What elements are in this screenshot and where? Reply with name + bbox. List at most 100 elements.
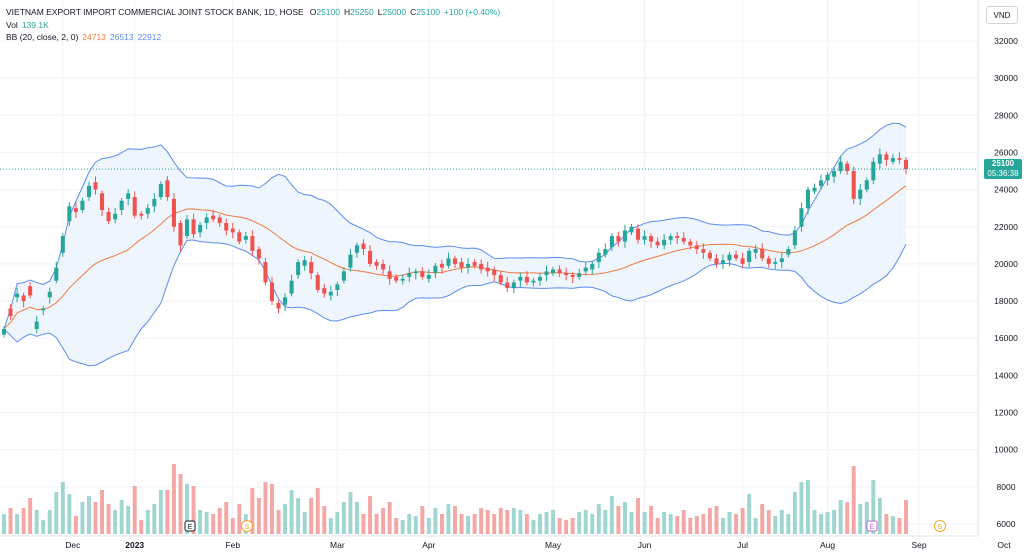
volume-bar <box>328 518 333 534</box>
volume-bar <box>701 514 706 534</box>
legend-bb-row[interactable]: BB (20, close, 2, 0) 24713 26513 22912 <box>6 32 161 42</box>
candle-body <box>832 171 837 177</box>
volume-bar <box>126 506 131 534</box>
volume-bar <box>721 518 725 534</box>
volume-bar <box>106 504 111 534</box>
candle-body <box>557 269 562 274</box>
volume-bar <box>616 506 621 534</box>
candle-body <box>178 223 183 246</box>
candle-body <box>269 282 275 302</box>
currency-button[interactable]: VND <box>986 6 1018 24</box>
volume-bar <box>583 510 588 534</box>
candle-body <box>47 291 52 298</box>
volume-bar <box>309 498 314 534</box>
volume-bar <box>263 482 268 534</box>
event-letter: S <box>938 524 943 531</box>
x-tick-label: Oct <box>997 540 1011 550</box>
volume-bar <box>479 508 484 534</box>
candle-body <box>387 271 392 279</box>
candle-body <box>511 282 516 289</box>
volume-bar <box>289 490 294 534</box>
candle-body <box>400 278 405 281</box>
candle-body <box>819 180 824 186</box>
volume-bar <box>864 502 869 534</box>
candle-body <box>276 302 281 309</box>
candle-body <box>348 254 353 268</box>
volume-bar <box>165 490 170 534</box>
legend-volume-row[interactable]: Vol 139.1K <box>6 20 49 30</box>
volume-bar <box>766 510 771 534</box>
x-tick-label: 2023 <box>125 540 144 550</box>
candle-body <box>420 271 425 277</box>
volume-bar <box>34 510 39 534</box>
candle-body <box>426 275 431 279</box>
candle-body <box>472 262 477 266</box>
volume-bar <box>531 520 536 534</box>
close-value: 25100 <box>416 7 440 17</box>
volume-bar <box>786 514 791 534</box>
candle-body <box>838 161 843 172</box>
volume-bar <box>407 514 412 534</box>
candle-body <box>740 258 745 264</box>
y-tick-label: 16000 <box>994 333 1018 343</box>
volume-bar <box>805 480 810 534</box>
volume-bar <box>361 514 366 534</box>
x-tick-label: May <box>545 540 562 550</box>
candle-body <box>786 249 791 255</box>
candle-body <box>374 262 379 266</box>
candle-body <box>60 236 65 253</box>
volume-bar <box>675 516 680 534</box>
candle-body <box>139 213 144 216</box>
volume-value: 139.1K <box>21 20 49 30</box>
candle-body <box>302 260 307 266</box>
candle-body <box>335 284 340 290</box>
volume-bar <box>139 520 144 534</box>
volume-bar <box>335 512 340 534</box>
candle-body <box>191 219 196 235</box>
volume-bar <box>570 518 575 534</box>
candle-body <box>152 198 157 207</box>
candle-body <box>714 258 719 264</box>
volume-bar <box>792 492 797 534</box>
volume-bar <box>185 484 189 534</box>
candle-body <box>452 258 458 264</box>
earnings-icon <box>866 520 878 532</box>
volume-bar <box>87 496 91 534</box>
candle-body <box>113 213 118 220</box>
volume-bar <box>524 514 529 534</box>
candle-body <box>106 211 111 222</box>
volume-bar <box>420 506 425 534</box>
volume-bar <box>707 508 712 534</box>
volume-bar <box>760 504 765 534</box>
candle-body <box>537 276 542 281</box>
bb-lower-value: 22912 <box>137 32 162 42</box>
legend-symbol-row: VIETNAM EXPORT IMPORT COMMERCIAL JOINT S… <box>6 7 500 17</box>
volume-bar <box>354 502 359 534</box>
candle-body <box>877 154 882 164</box>
volume-bar <box>237 504 242 534</box>
bb-basis-value: 24713 <box>82 32 106 42</box>
candle-body <box>518 276 523 281</box>
volume-bar <box>544 512 549 534</box>
volume-bar <box>302 512 307 534</box>
candle-body <box>577 273 582 277</box>
volume-bar <box>812 510 817 534</box>
candle-body <box>165 180 170 198</box>
candle-body <box>799 208 804 227</box>
volume-bar <box>368 496 372 534</box>
x-tick-label: Sep <box>912 540 927 550</box>
candle-body <box>845 163 850 172</box>
candle-body <box>250 236 255 251</box>
volume-bar <box>871 480 876 534</box>
volume-bar <box>694 516 699 534</box>
candle-body <box>171 198 176 227</box>
volume-bar <box>688 518 693 534</box>
candle-body <box>184 219 190 237</box>
volume-bar <box>649 506 654 534</box>
volume-bar <box>433 508 438 534</box>
candle-body <box>263 262 268 283</box>
candle-body <box>8 308 13 316</box>
volume-bar <box>832 510 837 534</box>
volume-bar <box>629 512 634 534</box>
